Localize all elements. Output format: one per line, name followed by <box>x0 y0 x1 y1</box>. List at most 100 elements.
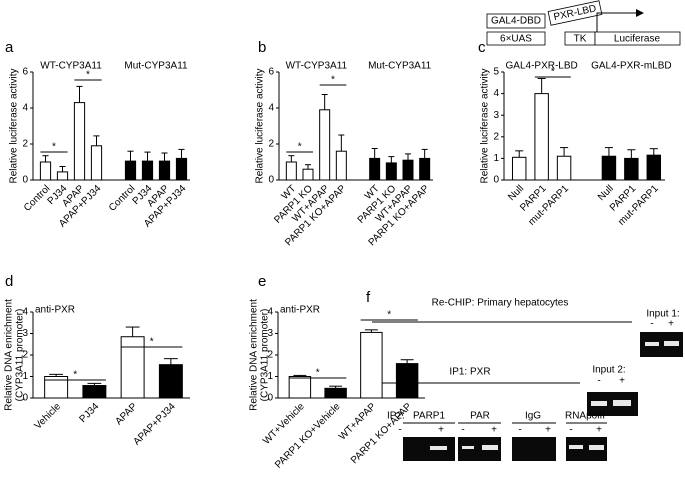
group-title: Mut-CYP3A11 <box>124 61 188 72</box>
gel-band <box>462 446 474 449</box>
y-tick-label: 3 <box>22 328 28 339</box>
significance-star: * <box>387 310 391 321</box>
y-tick-label: 1 <box>267 371 273 382</box>
panel: d Relative DNA enrichment (CYP3A11 promote… <box>4 273 190 448</box>
bar <box>158 160 171 181</box>
bar <box>534 93 549 181</box>
bar <box>141 160 154 181</box>
group-title: GAL4-PXR-mLBD <box>591 61 672 72</box>
gel-band <box>589 445 604 450</box>
y-tick-label: 4 <box>493 88 499 99</box>
y-tick-label: 0 <box>493 175 499 186</box>
gal4-dbd: GAL4-DBD <box>491 16 541 27</box>
chart-title: anti-PXR <box>35 305 75 316</box>
gel-band <box>645 342 659 346</box>
y-tick-label: 1 <box>22 371 28 382</box>
gel-band <box>591 401 607 406</box>
input-sign: - <box>597 376 600 387</box>
y-tick-label: 0 <box>22 175 28 186</box>
y-tick-label: 2 <box>493 131 499 142</box>
significance-star: * <box>52 142 56 153</box>
bar <box>285 161 297 181</box>
gel-band <box>569 445 583 449</box>
bar <box>56 171 69 181</box>
group-title: WT-CYP3A11 <box>286 61 348 72</box>
significance-star: * <box>86 70 90 81</box>
bar <box>395 363 419 399</box>
lane-sign: + <box>438 425 444 436</box>
panel-label: e <box>258 273 266 290</box>
y-tick-label: 2 <box>267 350 273 361</box>
y-axis-label: Relative luciferase activity <box>255 68 266 183</box>
y-tick-label: 6 <box>268 67 274 78</box>
panel-label: b <box>258 39 266 56</box>
y-tick-label: 0 <box>22 393 28 404</box>
gel-band <box>664 341 679 346</box>
x-tick-label: PJ34 <box>77 401 101 425</box>
tk: TK <box>574 34 587 45</box>
y-tick-label: 5 <box>493 67 499 78</box>
bar <box>90 145 103 181</box>
bar <box>288 376 312 399</box>
lane-label: RNApolII <box>565 411 605 422</box>
y-tick-label: 2 <box>22 139 28 150</box>
lane-sign: - <box>518 425 521 436</box>
bar <box>556 155 572 181</box>
y-axis-label: Relative DNA enrichment <box>249 299 260 411</box>
lane-label: IgG <box>525 411 541 422</box>
y-axis-label: Relative DNA enrichment <box>4 299 15 411</box>
input-sign: - <box>650 319 653 330</box>
significance-star: * <box>298 142 302 153</box>
panel-label: f <box>366 289 371 306</box>
gel-band <box>430 446 447 450</box>
group-title: Mut-CYP3A11 <box>368 61 432 72</box>
bar <box>511 156 527 181</box>
group-title: WT-CYP3A11 <box>40 61 102 72</box>
bar <box>302 168 314 181</box>
significance-star: * <box>150 337 154 348</box>
panel-label: c <box>478 39 486 56</box>
bar <box>369 157 381 181</box>
lane-sign: - <box>398 425 401 436</box>
y-axis-label: (CYP3A11 promoter) <box>260 309 271 402</box>
panel-label: a <box>5 39 14 56</box>
input-sign: + <box>619 376 625 387</box>
bar <box>82 385 107 399</box>
bar <box>646 154 662 181</box>
significance-star: * <box>73 370 77 381</box>
bar <box>601 155 617 181</box>
lane-label: PARP1 <box>413 411 445 422</box>
y-axis-label: Relative luciferase activity <box>9 68 20 183</box>
group-title: GAL4-PXR-LBD <box>506 61 578 72</box>
gal4-dbd-box <box>486 13 546 29</box>
f-title: Re-CHIP: Primary hepatocytes <box>432 298 569 309</box>
panel: a Relative luciferase activity 0 2 4 6 WT-CYP3… <box>5 39 190 230</box>
bar <box>73 102 86 181</box>
significance-star: * <box>331 75 335 86</box>
bar <box>158 364 183 399</box>
uas-box <box>486 31 546 46</box>
y-tick-label: 3 <box>267 328 273 339</box>
ip2: IP2: <box>387 411 405 422</box>
lane-sign: + <box>491 425 497 436</box>
y-tick-label: 4 <box>268 103 274 114</box>
significance-star: * <box>551 67 555 78</box>
x-tick-label: PARP1 KO+Vehicle <box>273 401 343 471</box>
promoter-arrow <box>596 12 636 32</box>
y-axis-label: Relative luciferase activity <box>480 68 491 183</box>
y-tick-label: 0 <box>268 175 274 186</box>
panel: c Relative luciferase activity 0 1 2 3 4 5 GAL4-… <box>478 39 672 228</box>
bar <box>360 331 383 399</box>
bar <box>44 376 69 399</box>
lane-label: PAR <box>470 411 490 422</box>
panel: b Relative luciferase activity 0 2 4 6 WT-CYP3… <box>255 39 433 248</box>
y-tick-label: 2 <box>268 139 274 150</box>
pxr-lbd-box <box>547 0 603 26</box>
input2: Input 2: <box>592 365 625 376</box>
y-tick-label: 4 <box>22 103 28 114</box>
x-tick-label: APAP <box>113 401 139 427</box>
bar <box>402 159 414 181</box>
y-tick-label: 2 <box>22 350 28 361</box>
arrow-head <box>636 9 644 17</box>
